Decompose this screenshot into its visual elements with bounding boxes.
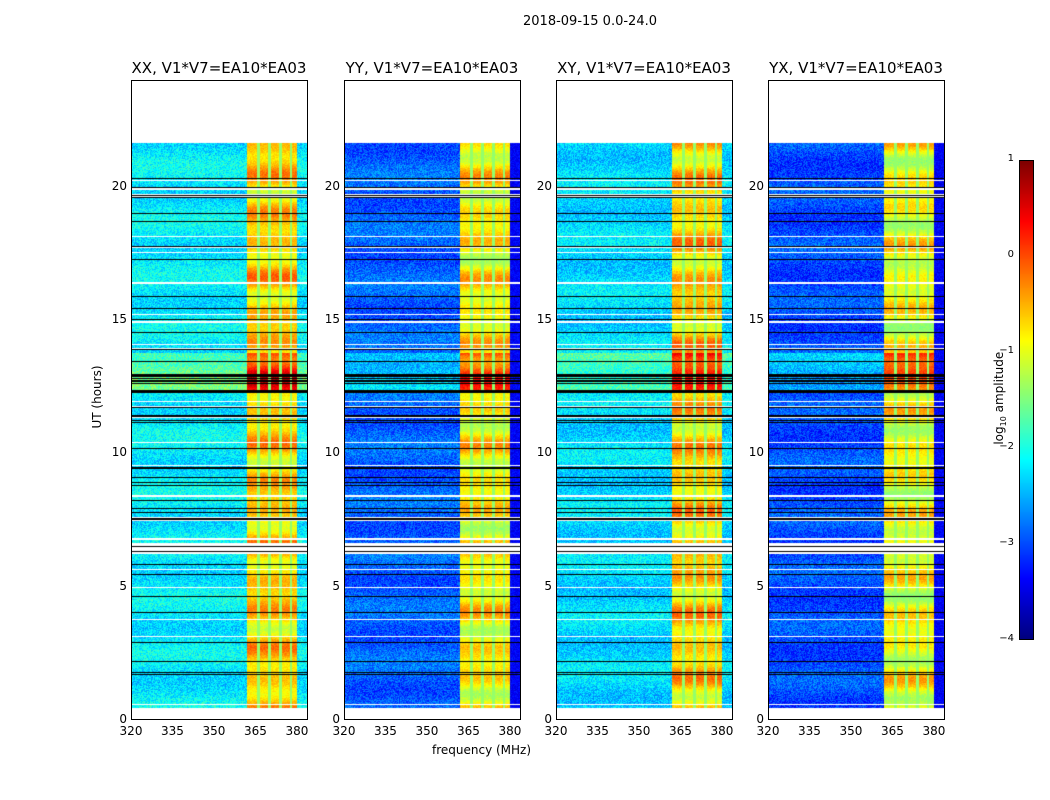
panel-title: YY, V1*V7=EA10*EA03 xyxy=(345,59,519,77)
colorbar-tick-label: 1 xyxy=(1007,153,1014,164)
y-tick-label: 0 xyxy=(119,712,127,726)
y-tick-label: 20 xyxy=(324,178,340,193)
x-tick-label: 380 xyxy=(498,724,522,738)
colorbar-tick-label: 0 xyxy=(1007,249,1014,260)
y-tick-label: 5 xyxy=(332,578,340,593)
x-tick-label: 335 xyxy=(161,724,184,738)
heatmap-cells xyxy=(345,81,520,719)
figure-title: 2018-09-15 0.0-24.0 xyxy=(523,14,657,29)
y-tick-label: 15 xyxy=(748,312,764,326)
x-tick-label: 365 xyxy=(244,724,267,738)
y-tick-label: 10 xyxy=(536,445,552,460)
x-tick-label: 380 xyxy=(285,724,309,738)
heatmap-panel-1 xyxy=(131,80,308,720)
x-tick-label: 365 xyxy=(669,724,692,738)
heatmap-panel-3 xyxy=(556,80,733,720)
x-tick-label: 365 xyxy=(881,724,904,738)
y-tick-label: 0 xyxy=(332,712,340,726)
y-tick-label: 20 xyxy=(536,178,552,193)
x-tick-label: 380 xyxy=(710,724,734,738)
y-tick-label: 5 xyxy=(119,578,127,593)
x-axis-label: frequency (MHz) xyxy=(432,743,532,757)
y-tick-label: 0 xyxy=(756,712,764,726)
colorbar xyxy=(1019,160,1034,640)
y-tick-label: 10 xyxy=(748,445,764,460)
y-tick-label: 0 xyxy=(544,712,552,726)
y-axis-label: UT (hours) xyxy=(90,365,104,429)
y-tick-label: 20 xyxy=(748,178,764,193)
y-tick-label: 15 xyxy=(111,312,127,326)
colorbar-tick-label: −3 xyxy=(999,537,1014,548)
colorbar-tick-label: −1 xyxy=(999,345,1014,356)
x-tick-label: 350 xyxy=(415,724,439,738)
panel-title: YX, V1*V7=EA10*EA03 xyxy=(769,59,943,77)
y-tick-label: 15 xyxy=(324,312,340,326)
y-tick-label: 10 xyxy=(324,445,340,460)
colorbar-label: log10 amplitude xyxy=(991,351,1009,445)
x-tick-label: 320 xyxy=(119,724,143,738)
panel-title: XX, V1*V7=EA10*EA03 xyxy=(131,59,307,77)
x-tick-label: 320 xyxy=(544,724,568,738)
x-tick-label: 350 xyxy=(202,724,226,738)
heatmap-cells xyxy=(557,81,732,719)
colorbar-tick-label: −4 xyxy=(999,633,1014,644)
y-tick-label: 5 xyxy=(756,578,764,593)
heatmap-cells xyxy=(769,81,944,719)
heatmap-cells xyxy=(132,81,307,719)
x-tick-label: 335 xyxy=(374,724,397,738)
y-tick-label: 10 xyxy=(111,445,127,460)
x-tick-label: 320 xyxy=(756,724,780,738)
x-tick-label: 335 xyxy=(798,724,821,738)
x-tick-label: 350 xyxy=(627,724,651,738)
y-tick-label: 20 xyxy=(111,178,127,193)
x-tick-label: 320 xyxy=(332,724,356,738)
heatmap-panel-2 xyxy=(344,80,521,720)
colorbar-tick-label: −2 xyxy=(999,441,1014,452)
heatmap-panel-4 xyxy=(768,80,945,720)
x-tick-label: 380 xyxy=(922,724,946,738)
x-tick-label: 350 xyxy=(839,724,863,738)
panel-title: XY, V1*V7=EA10*EA03 xyxy=(557,59,731,77)
y-tick-label: 15 xyxy=(536,312,552,326)
x-tick-label: 335 xyxy=(586,724,609,738)
x-tick-label: 365 xyxy=(457,724,480,738)
y-tick-label: 5 xyxy=(544,578,552,593)
